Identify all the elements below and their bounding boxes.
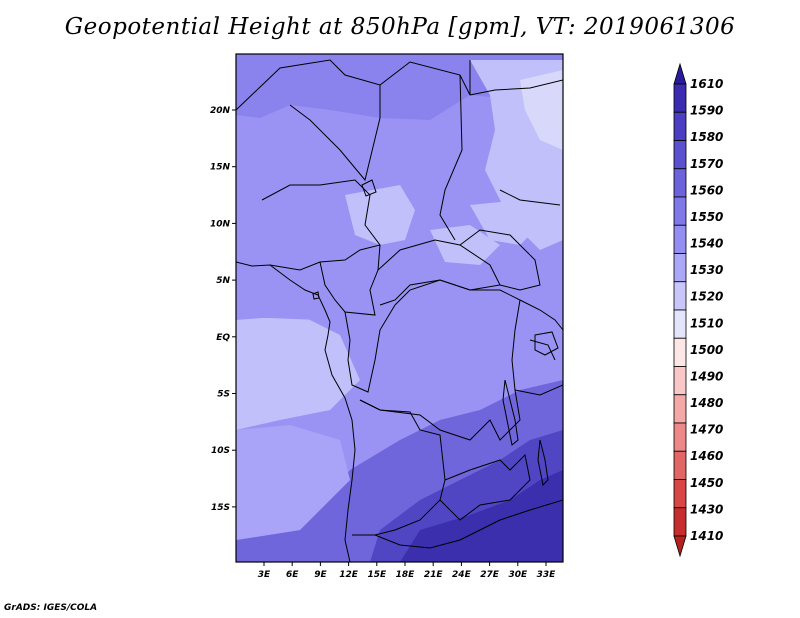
colorbar-swatch (673, 479, 687, 509)
colorbar-swatch (673, 224, 687, 254)
colorbar-swatch (673, 422, 687, 452)
lake-chad (361, 179, 377, 197)
border-east-africa (514, 299, 563, 396)
lon-tick-label: 21E (424, 570, 444, 580)
contour-field (236, 54, 563, 562)
colorbar-swatch (673, 111, 687, 141)
border-south-sudan (459, 229, 541, 291)
lat-tick-label: 5N (216, 276, 230, 286)
lake-victoria (534, 331, 559, 356)
latitude-axis: 20N 15N 10N 5N EQ 5S 10S 15S (210, 106, 236, 513)
colorbar-label: 1530 (690, 263, 723, 277)
colorbar-swatch (673, 507, 687, 537)
colorbar-label: 1560 (690, 183, 723, 197)
lat-tick-label: 10S (211, 446, 230, 456)
colorbar-label: 1510 (690, 316, 723, 330)
coastline-west-africa (236, 261, 356, 562)
colorbar-swatch (673, 140, 687, 170)
colorbar-label: 1470 (690, 423, 723, 437)
lat-tick-label: 20N (210, 106, 231, 116)
lat-tick-label: 10N (210, 219, 231, 229)
colorbar-swatch (673, 83, 687, 113)
lat-tick-label: EQ (216, 333, 230, 343)
lon-tick-label: 12E (339, 570, 359, 580)
colorbar-label: 1410 (690, 529, 723, 543)
colorbar-label: 1520 (690, 290, 723, 304)
border-nigeria (261, 179, 381, 271)
colorbar-label: 1540 (690, 237, 723, 251)
lon-tick-label: 6E (286, 570, 299, 580)
colorbar-label: 1590 (690, 104, 723, 118)
colorbar-swatch (673, 366, 687, 396)
grads-credit: GrADS: IGES/COLA (4, 603, 98, 613)
lon-tick-label: 9E (314, 570, 327, 580)
colorbar-label: 1570 (690, 157, 723, 171)
lat-tick-label: 15N (210, 163, 231, 173)
lat-tick-label: 5S (217, 390, 230, 400)
map-frame (235, 53, 564, 563)
border-sudan-east (469, 79, 563, 206)
lon-tick-label: 15E (367, 570, 387, 580)
colorbar-swatch (673, 281, 687, 311)
colorbar-swatch (673, 309, 687, 339)
border-congo (344, 304, 396, 393)
colorbar-swatch (673, 168, 687, 198)
lon-tick-label: 33E (537, 570, 557, 580)
border-cameroon (319, 244, 381, 316)
colorbar-swatch (673, 253, 687, 283)
lon-tick-label: 18E (396, 570, 416, 580)
colorbar-swatch (673, 196, 687, 226)
lat-tick-label: 15S (211, 503, 230, 513)
longitude-axis: 3E 6E 9E 12E 15E 18E 21E 24E 27E 30E 33E (258, 562, 556, 580)
field-northeast-lightest (520, 70, 563, 150)
field-sahel-light (345, 185, 415, 245)
colorbar-swatch (673, 337, 687, 367)
country-boundaries (236, 59, 563, 562)
colorbar-swatch (673, 450, 687, 480)
colorbar-label: 1450 (690, 476, 723, 490)
colorbar-swatch (673, 394, 687, 424)
field-east-light (470, 200, 540, 245)
field-gulf-mid (236, 260, 330, 320)
border-south (374, 499, 563, 549)
map-title: Geopotential Height at 850hPa [gpm], VT:… (64, 14, 736, 40)
border-chad-sudan (439, 74, 463, 241)
field-atlantic-light (236, 315, 360, 430)
lake-tanganyika (502, 379, 519, 446)
colorbar-label: 1490 (690, 369, 723, 383)
colorbar-label: 1550 (690, 210, 723, 224)
colorbar-label: 1610 (690, 77, 723, 91)
border-niger-chad (289, 85, 381, 182)
colorbar-top-arrow (673, 62, 687, 85)
field-southeast-darkest (400, 470, 563, 562)
colorbar: 1610 1590 1580 1570 1560 1550 1540 1530 1520 1510… (673, 62, 723, 558)
island-bioko (312, 291, 320, 300)
colorbar-bottom-arrow (673, 535, 687, 558)
colorbar-label: 1460 (690, 449, 723, 463)
lon-tick-label: 27E (480, 570, 500, 580)
lake-malawi (537, 439, 549, 487)
lon-tick-label: 24E (452, 570, 472, 580)
field-southwest-mid (236, 425, 350, 540)
colorbar-label: 1480 (690, 396, 723, 410)
lon-tick-label: 30E (508, 570, 528, 580)
colorbar-label: 1580 (690, 130, 723, 144)
colorbar-label: 1500 (690, 343, 723, 357)
border-zambia (439, 453, 531, 521)
field-central-light (430, 225, 500, 265)
lon-tick-label: 3E (258, 570, 271, 580)
colorbar-label: 1430 (690, 502, 723, 516)
